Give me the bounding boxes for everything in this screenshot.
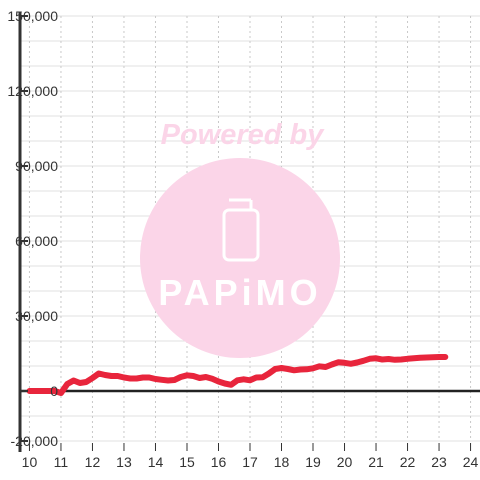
axes: [18, 12, 480, 452]
x-tick-label: 12: [85, 454, 101, 470]
x-tick-label: 20: [337, 454, 353, 470]
y-tick-label: 120,000: [7, 83, 58, 99]
series-line: [26, 354, 449, 396]
x-tick-label: 24: [463, 454, 479, 470]
y-tick-label: 150,000: [7, 8, 58, 24]
y-tick-label: 0: [50, 383, 58, 399]
phone-icon: [222, 198, 260, 262]
x-tick-label: 13: [116, 454, 132, 470]
x-tick-label: 15: [179, 454, 195, 470]
y-tick-label: 30,000: [15, 308, 58, 324]
x-tick-label: 18: [274, 454, 290, 470]
y-tick-label: 60,000: [15, 233, 58, 249]
y-tick-label: -20,000: [11, 433, 59, 449]
x-tick-label: 21: [368, 454, 384, 470]
watermark-logo-circle: [140, 158, 340, 358]
x-tick-label: 22: [400, 454, 416, 470]
x-tick-label: 19: [305, 454, 321, 470]
x-tick-label: 17: [242, 454, 258, 470]
x-tick-label: 11: [54, 454, 69, 470]
series-layer: [26, 354, 449, 396]
tick-labels: -20,000 0 30,000 60,000 90,000 120,000 150,000…: [7, 8, 478, 470]
watermark-powered-by: Powered by: [161, 119, 326, 151]
watermark-logo-text: PAPiMO: [158, 272, 321, 313]
x-tick-label: 23: [431, 454, 447, 470]
watermark: Powered by PAPiMO: [140, 119, 340, 358]
y-tick-label: 90,000: [15, 158, 58, 174]
x-tick-label: 10: [22, 454, 38, 470]
x-tick-label: 16: [211, 454, 227, 470]
x-tick-label: 14: [148, 454, 164, 470]
